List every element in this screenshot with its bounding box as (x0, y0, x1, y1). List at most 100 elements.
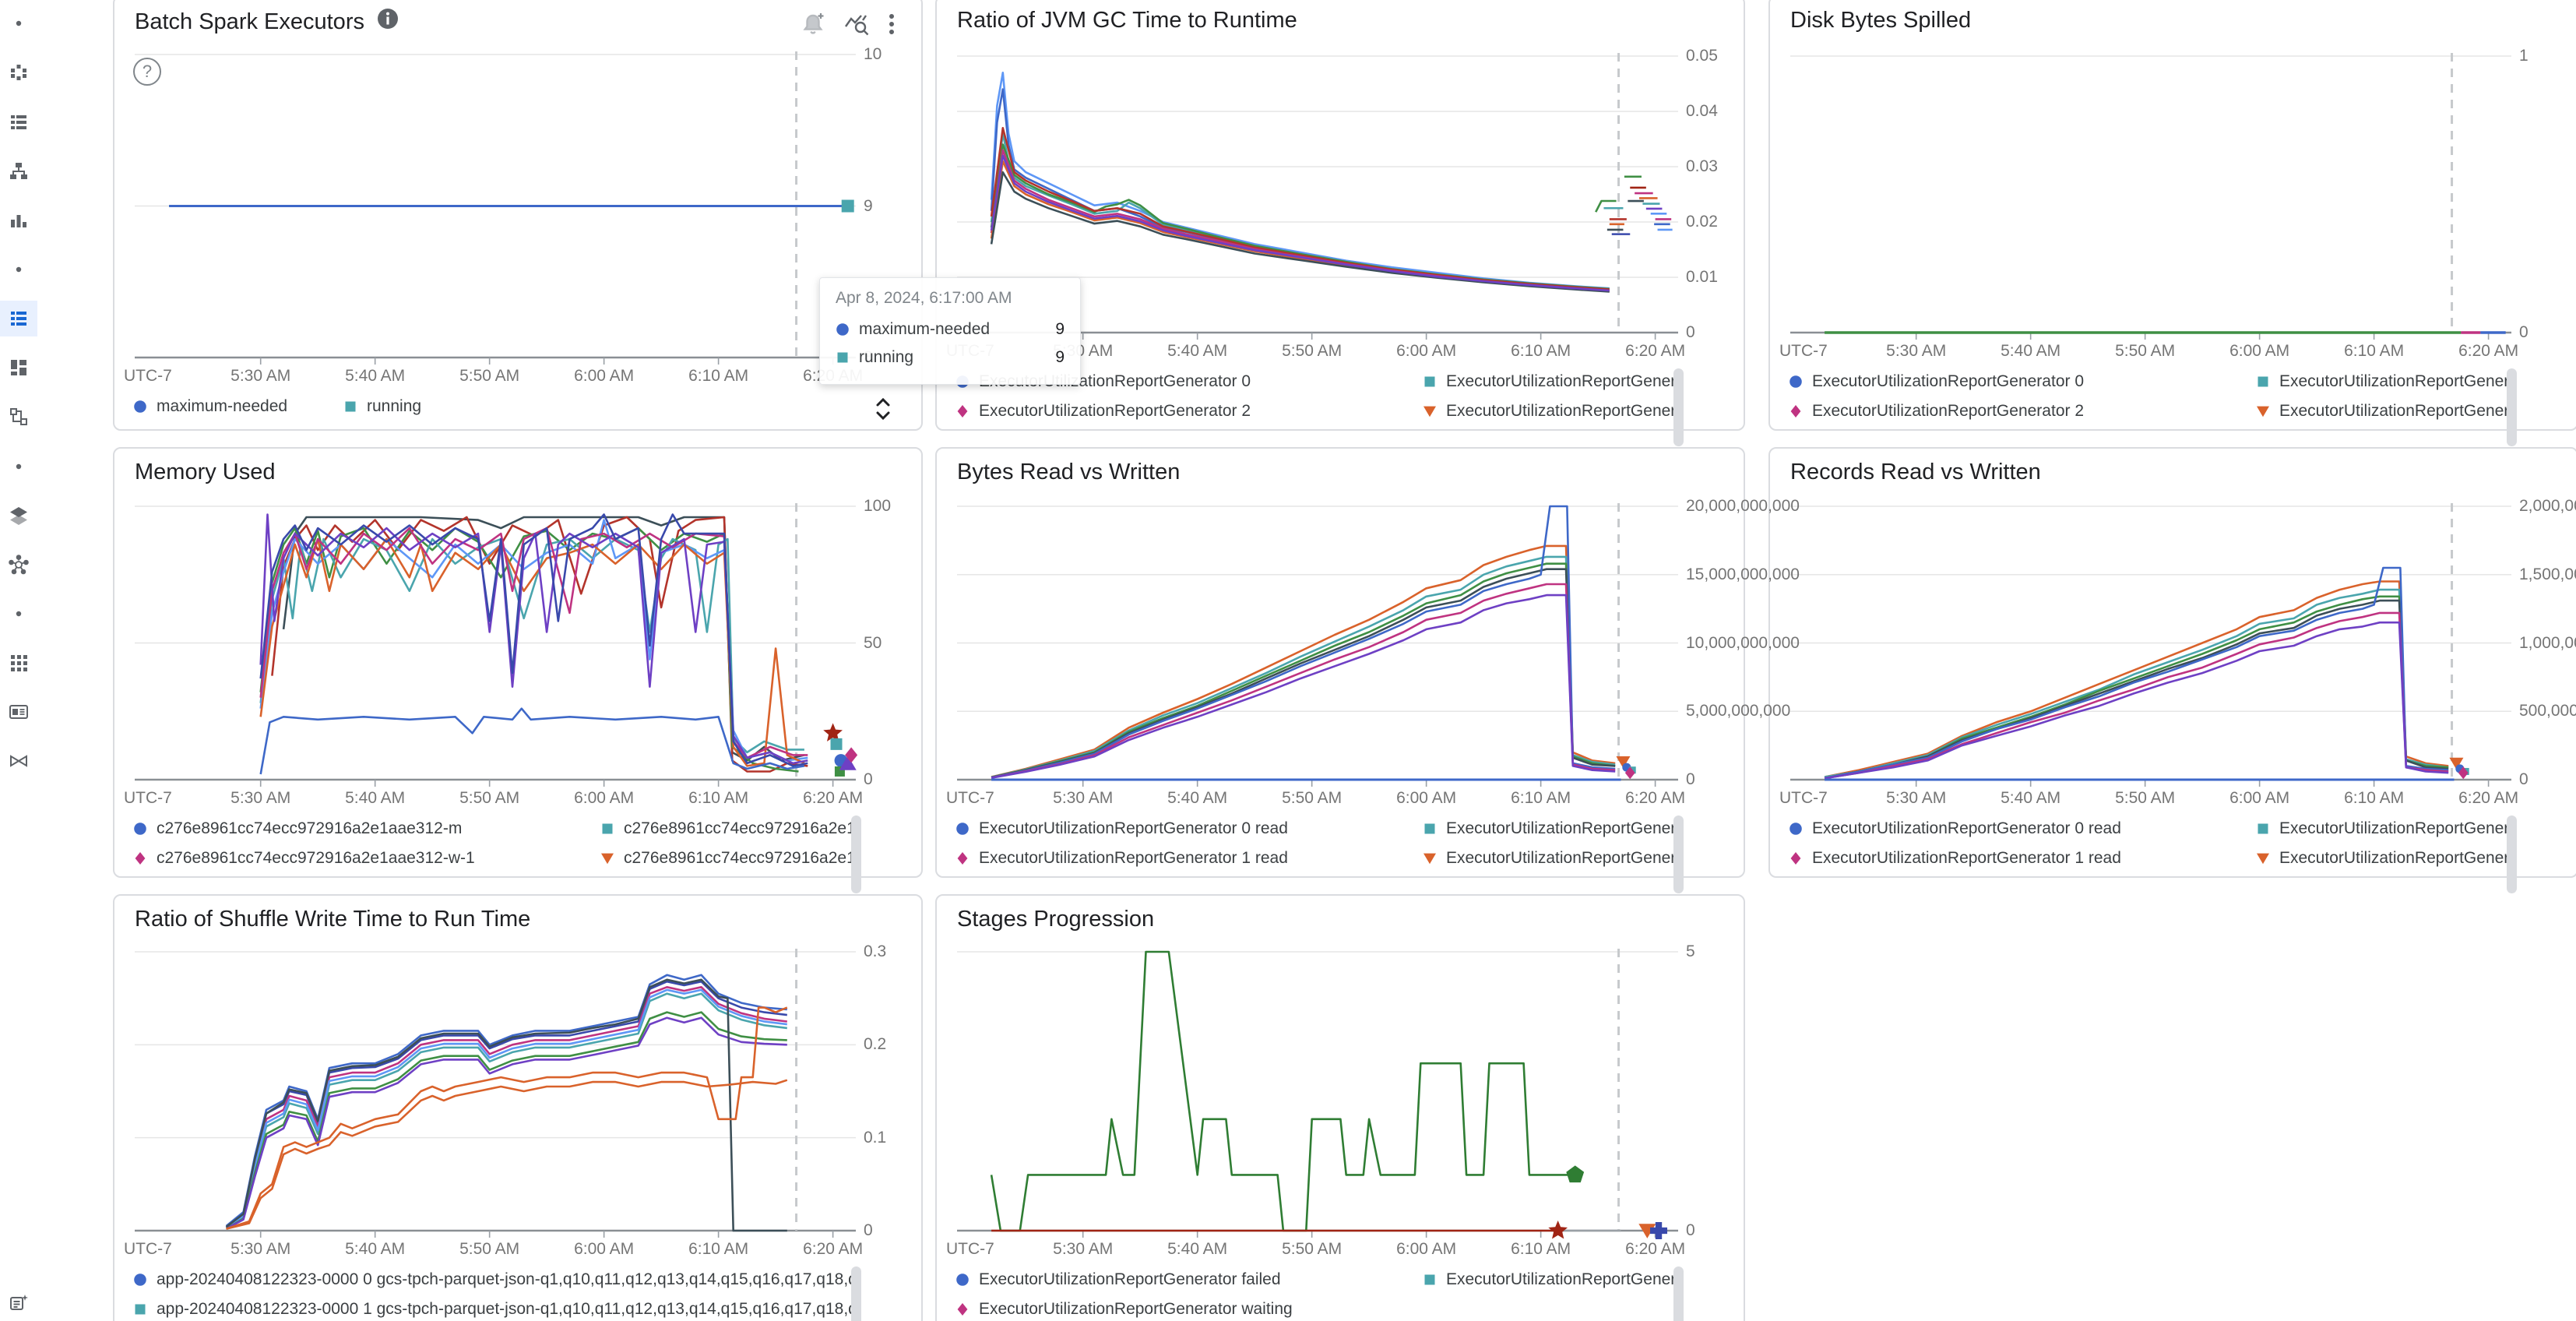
legend-scrollbar-thumb[interactable] (1673, 368, 1684, 446)
circle-legend-symbol (134, 823, 146, 835)
timezone-label: UTC-7 (946, 789, 994, 807)
legend-item[interactable]: ExecutorUtilizationReportGenerator 0 rea… (955, 819, 1423, 838)
add-alert-icon[interactable] (800, 11, 826, 41)
legend-scrollbar-thumb[interactable] (2507, 815, 2517, 893)
explore-metric-icon[interactable] (843, 11, 870, 41)
nav-monitoring-selected-icon[interactable] (0, 301, 37, 336)
legend-scrollbar-thumb[interactable] (851, 1266, 861, 1321)
legend-item[interactable]: c276e8961cc74ecc972916a2e1aae312-w-1 (133, 849, 600, 868)
nav-layers-icon[interactable] (0, 498, 37, 534)
help-icon[interactable]: ? (133, 58, 161, 86)
y-axis-tick-label: 10,000,000,000 (1686, 633, 1800, 652)
y-axis-tick-label: 500,000,000 (2519, 702, 2576, 720)
legend-label: ExecutorUtilizationReportGenerator 2 (979, 402, 1251, 420)
legend-item[interactable]: ExecutorUtilizationReportGenerator 0 wri… (1423, 819, 1681, 838)
nav-dot-4-icon[interactable] (0, 596, 37, 632)
chart-legend: ExecutorUtilizationReportGenerator faile… (955, 1265, 1681, 1321)
legend-item[interactable]: app-20240408122323-0000 1 gcs-tpch-parqu… (133, 1300, 859, 1319)
x-axis-tick-label: 6:10 AM (2344, 342, 2405, 360)
legend-item[interactable]: ExecutorUtilizationReportGenerator 1 wri… (1423, 849, 1681, 868)
square-legend-symbol (2258, 823, 2268, 834)
legend-label: ExecutorUtilizationReportGenerator 0 rea… (979, 819, 1288, 837)
legend-label: ExecutorUtilizationReportGenerator 0 wri… (1446, 819, 1681, 837)
panel-batch-spark-executors: Batch Spark Executors ? 1098UTC-75:30 AM… (113, 0, 923, 431)
legend-label: ExecutorUtilizationReportGenerator 1 rea… (979, 849, 1288, 867)
y-axis-tick-label: 1,500,000,000 (2519, 565, 2576, 583)
legend-item[interactable]: c276e8961cc74ecc972916a2e1aae312-w-0 (600, 819, 859, 838)
x-axis-tick-label: 6:00 AM (574, 789, 635, 807)
nav-card-view-icon[interactable] (0, 694, 37, 730)
panel-shuffle-write-ratio: Ratio of Shuffle Write Time to Run Time … (113, 894, 923, 1321)
nav-topology-icon[interactable] (0, 547, 37, 583)
nav-clusters-icon[interactable] (0, 55, 37, 90)
panel-title: Records Read vs Written (1790, 460, 2041, 484)
x-axis-tick-label: 6:00 AM (2229, 789, 2290, 807)
legend-item[interactable]: ExecutorUtilizationReportGenerator 2 (1789, 402, 2256, 421)
legend-item[interactable]: ExecutorUtilizationReportGenerator waiti… (955, 1300, 1423, 1319)
tooltip-series-value: 9 (1055, 348, 1065, 366)
diamond-legend-symbol (1790, 405, 1801, 417)
nav-dataflow-icon[interactable] (0, 743, 37, 779)
y-axis-tick-label: 0 (864, 1221, 873, 1239)
legend-item[interactable]: ExecutorUtilizationReportGenerator 2 (955, 402, 1423, 421)
square-legend-symbol (1424, 1274, 1435, 1285)
legend-scrollbar-thumb[interactable] (2507, 368, 2517, 446)
legend-item[interactable]: ExecutorUtilizationReportGenerator 1 rea… (955, 849, 1423, 868)
legend-label: ExecutorUtilizationReportGenerator 4 (2279, 402, 2514, 420)
legend-item[interactable]: ExecutorUtilizationReportGenerator 4 (1423, 402, 1681, 421)
legend-item[interactable]: ExecutorUtilizationReportGenerator 1 (1423, 372, 1681, 391)
legend-item[interactable]: ExecutorUtilizationReportGenerator 1 (2256, 372, 2514, 391)
x-axis-tick-label: 6:20 AM (1625, 342, 1686, 360)
y-axis-tick-label: 50 (864, 633, 882, 652)
collapse-toggle[interactable] (871, 395, 895, 427)
tri-down-legend-symbol (2257, 406, 2269, 417)
nav-release-notes-icon[interactable] (0, 1285, 37, 1321)
legend-item[interactable]: ExecutorUtilizationReportGenerator 4 (2256, 402, 2514, 421)
x-axis-tick-label: 6:10 AM (688, 367, 749, 385)
x-axis-tick-label: 5:50 AM (459, 1240, 520, 1258)
nav-dot-1-icon[interactable] (0, 5, 37, 41)
chart-legend: c276e8961cc74ecc972916a2e1aae312-m c276e8… (133, 814, 859, 873)
nav-dot-2-icon[interactable] (0, 252, 37, 287)
legend-item[interactable]: ExecutorUtilizationReportGenerator 1 wri… (2256, 849, 2514, 868)
nav-dashboards-icon[interactable] (0, 350, 37, 386)
legend-item[interactable]: ExecutorUtilizationReportGenerator faile… (955, 1270, 1423, 1289)
nav-metrics-icon[interactable] (0, 203, 37, 238)
legend-item[interactable]: running (343, 397, 859, 416)
legend-item[interactable]: ExecutorUtilizationReportGenerator runni… (1423, 1270, 1681, 1289)
x-axis-tick-label: 5:40 AM (1167, 789, 1228, 807)
diamond-legend-symbol (1790, 852, 1801, 865)
x-axis-tick-label: 6:20 AM (1625, 789, 1686, 807)
nav-dot-3-icon[interactable] (0, 449, 37, 484)
x-axis-tick-label: 5:40 AM (1167, 1240, 1228, 1258)
legend-scrollbar-thumb[interactable] (1673, 1266, 1684, 1321)
legend-item[interactable]: maximum-needed (133, 397, 343, 416)
y-axis-tick-label: 0.3 (864, 942, 887, 960)
legend-item[interactable]: ExecutorUtilizationReportGenerator 0 rea… (1789, 819, 2256, 838)
legend-item[interactable]: c276e8961cc74ecc972916a2e1aae312-m (133, 819, 600, 838)
y-axis-tick-label: 20,000,000,000 (1686, 497, 1800, 515)
legend-item[interactable]: ExecutorUtilizationReportGenerator 1 rea… (1789, 849, 2256, 868)
legend-scrollbar-thumb[interactable] (851, 815, 861, 893)
tri-down-legend-symbol (2257, 853, 2269, 865)
y-axis-tick-label: 0.04 (1686, 102, 1718, 120)
legend-label: app-20240408122323-0000 0 gcs-tpch-parqu… (157, 1270, 859, 1288)
legend-item[interactable]: ExecutorUtilizationReportGenerator 0 (1789, 372, 2256, 391)
nav-apps-icon[interactable] (0, 645, 37, 681)
legend-item[interactable]: c276e8961cc74ecc972916a2e1aae312-w-2 (600, 849, 859, 868)
legend-label: c276e8961cc74ecc972916a2e1aae312-m (157, 819, 463, 837)
legend-item[interactable]: ExecutorUtilizationReportGenerator 0 wri… (2256, 819, 2514, 838)
nav-hierarchy-icon[interactable] (0, 153, 37, 189)
y-axis-tick-label: 10 (864, 45, 882, 63)
legend-label: ExecutorUtilizationReportGenerator 1 (1446, 372, 1681, 390)
y-axis-tick-label: 5 (1686, 942, 1695, 960)
info-icon[interactable] (377, 8, 399, 36)
legend-item[interactable]: app-20240408122323-0000 0 gcs-tpch-parqu… (133, 1270, 859, 1289)
y-axis-tick-label: 0 (2519, 770, 2528, 788)
nav-jobs-list-icon[interactable] (0, 104, 37, 140)
nav-workflows-icon[interactable] (0, 399, 37, 435)
more-options-icon[interactable] (887, 11, 896, 41)
square-legend-symbol (837, 352, 848, 363)
legend-label: c276e8961cc74ecc972916a2e1aae312-w-0 (624, 819, 859, 837)
legend-scrollbar-thumb[interactable] (1673, 815, 1684, 893)
